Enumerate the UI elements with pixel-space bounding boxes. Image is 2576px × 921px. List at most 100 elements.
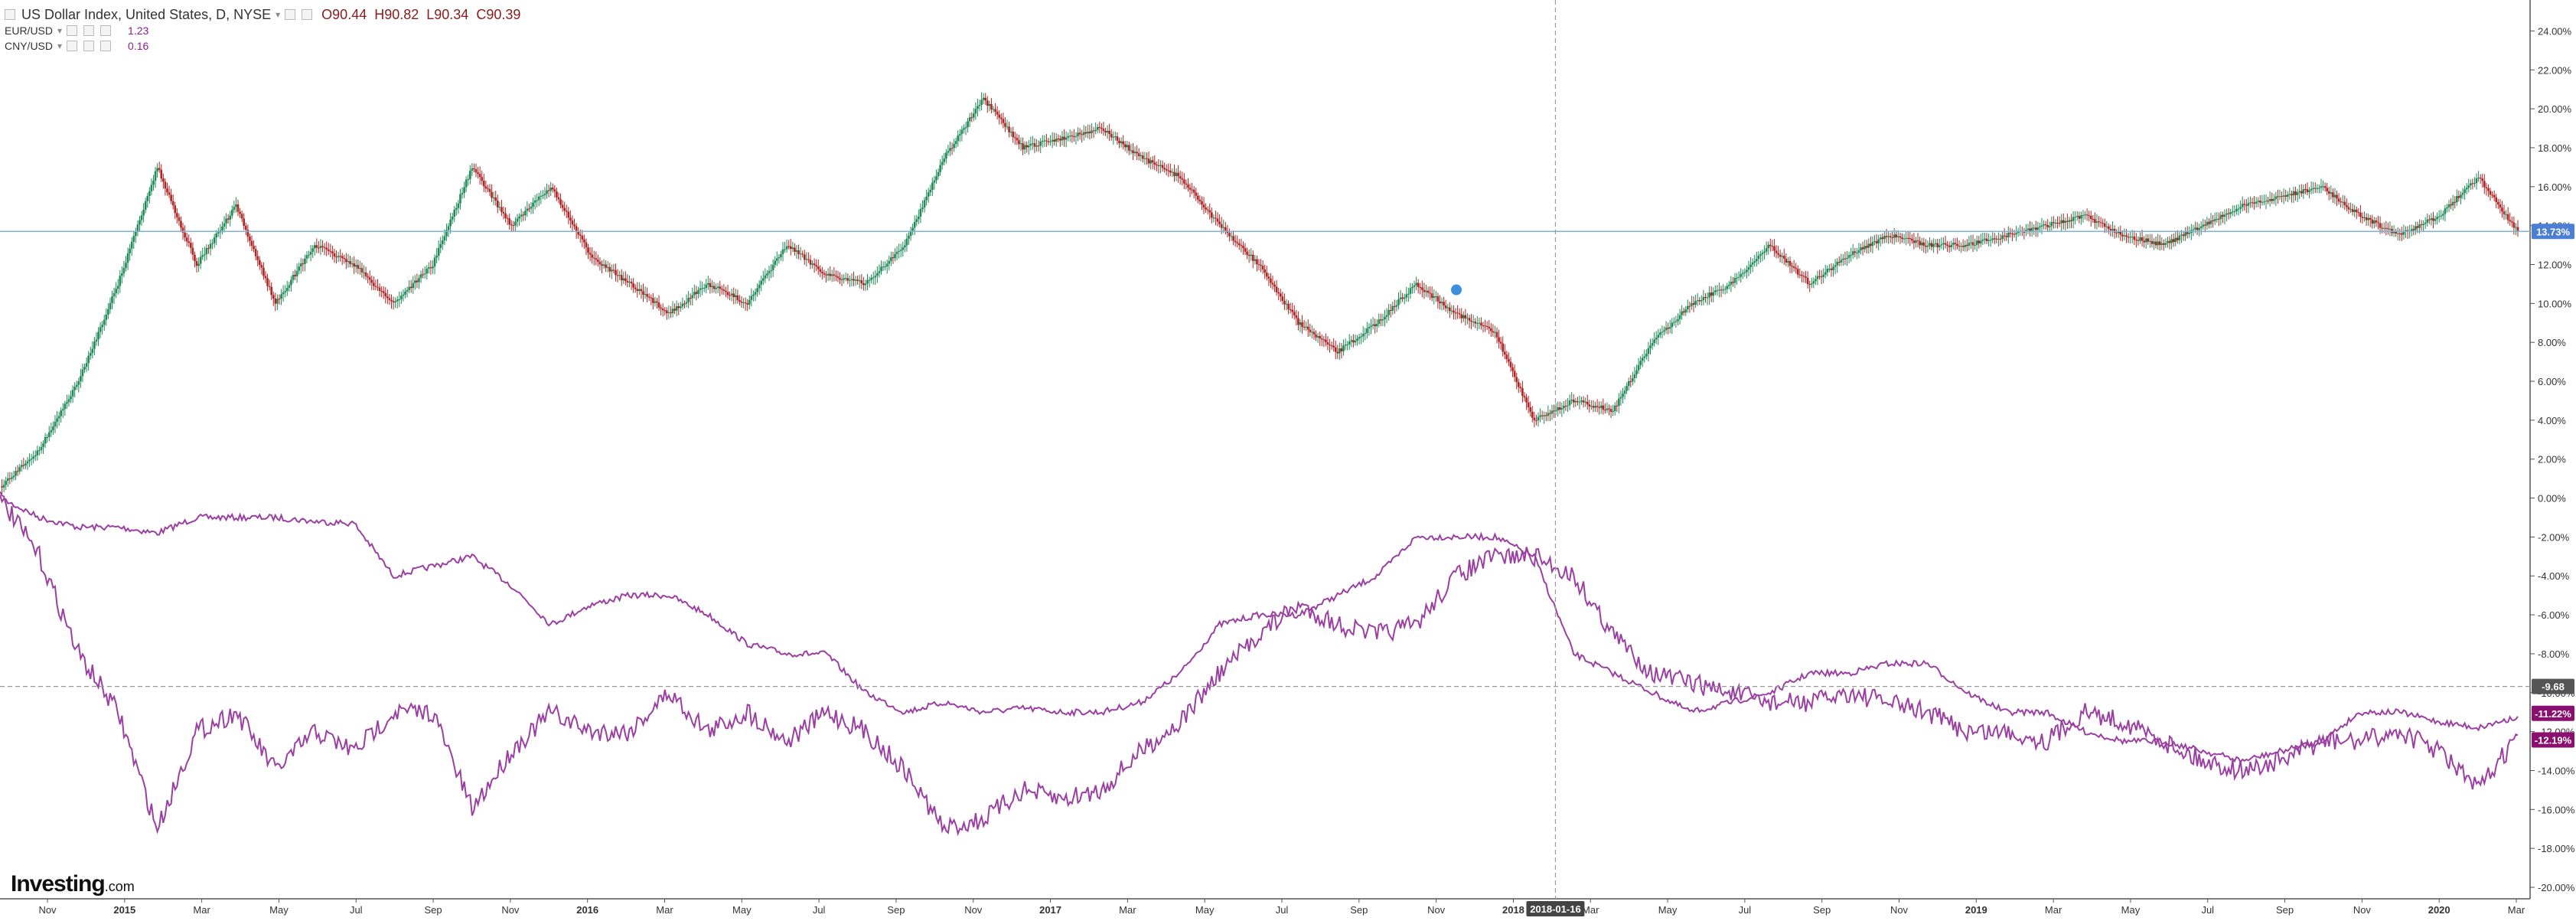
candle-body (264, 276, 267, 279)
candle-body (506, 217, 509, 219)
candle-body (1283, 300, 1286, 305)
candle-body (2401, 233, 2403, 235)
candle-body (1550, 410, 1554, 414)
candle-body (435, 256, 438, 258)
candle-body (2206, 221, 2209, 226)
x-tick-label: 2020 (2428, 904, 2450, 916)
candle-body (1411, 286, 1414, 289)
candle-body (380, 290, 383, 292)
candle-body (1084, 132, 1087, 134)
candle-body (2323, 186, 2327, 188)
candle-body (2027, 228, 2030, 230)
candle-body (1798, 274, 1802, 276)
candle-body (1352, 340, 1355, 343)
candle-body (135, 232, 137, 237)
candle-body (359, 268, 361, 269)
candle-body (2003, 235, 2006, 237)
candle-body (1645, 354, 1648, 357)
candle-body (563, 207, 566, 211)
remove-box-icon[interactable] (100, 25, 112, 36)
y-tick-label: 10.00% (2538, 298, 2572, 309)
candle-body (2249, 202, 2252, 204)
dropdown-arrow-icon[interactable]: ▾ (57, 41, 63, 51)
candle-body (1450, 310, 1453, 312)
candle-body (1751, 262, 1754, 265)
candle-body (2163, 243, 2165, 245)
eye-box-icon[interactable] (67, 41, 78, 51)
dropdown-arrow-icon[interactable]: ▾ (57, 25, 63, 36)
candle-body (1257, 264, 1260, 266)
candle-body (1519, 387, 1522, 389)
candle-body (1247, 254, 1251, 256)
candle-body (1950, 244, 1953, 247)
candle-body (42, 443, 44, 447)
x-tick-label: Jul (1276, 904, 1289, 916)
candle-body (1753, 261, 1756, 263)
ohlc-close: C90.39 (476, 7, 521, 22)
candle-body (331, 251, 334, 253)
candle-body (2440, 215, 2443, 217)
collapse-box-icon[interactable] (5, 9, 15, 20)
candle-body (501, 207, 503, 213)
candle-body (1153, 162, 1156, 165)
candle-body (1035, 145, 1038, 147)
candle-body (795, 250, 798, 252)
candle-body (884, 266, 886, 268)
candle-body (1312, 331, 1316, 335)
legend-value-eurusd: 1.23 (128, 24, 149, 37)
candle-body (2017, 231, 2020, 234)
candle-body (487, 188, 489, 190)
candle-body (701, 288, 703, 289)
series-line-cnyusd (0, 491, 2519, 837)
candle-body (1958, 246, 1961, 247)
candle-body (250, 240, 253, 247)
candle-body (453, 209, 456, 217)
candle-body (1820, 276, 1823, 278)
candle-body (217, 232, 220, 234)
legend-name-eurusd: EUR/USD (5, 24, 54, 37)
x-tick-label: Nov (501, 904, 520, 916)
investing-logo[interactable]: Investing.com (11, 871, 135, 897)
candle-body (817, 266, 820, 269)
candle-body (2332, 192, 2334, 198)
candle-body (722, 289, 726, 291)
candle-body (1291, 309, 1293, 312)
series-title: US Dollar Index, United States, D, NYSE (21, 7, 272, 22)
settings-box-icon[interactable] (83, 41, 95, 51)
candle-body (2168, 240, 2171, 243)
remove-box-icon[interactable] (302, 9, 313, 20)
candle-body (2314, 188, 2317, 189)
candle-body (778, 257, 781, 259)
settings-box-icon[interactable] (83, 25, 95, 36)
event-marker-icon[interactable] (1449, 283, 1463, 297)
candle-body (1234, 240, 1237, 243)
candle-body (1374, 324, 1376, 327)
candle-body (703, 288, 706, 289)
remove-box-icon[interactable] (100, 41, 112, 51)
candle-body (1847, 255, 1850, 258)
settings-box-icon[interactable] (285, 9, 296, 20)
candle-body (1564, 405, 1567, 407)
candle-body (428, 267, 430, 269)
candle-body (957, 135, 960, 142)
candle-body (2233, 211, 2236, 212)
candle-body (221, 226, 223, 230)
candle-body (892, 257, 895, 259)
candle-body (2029, 228, 2031, 231)
candle-body (1004, 122, 1006, 127)
candle-body (1726, 286, 1729, 289)
candle-body (2147, 238, 2150, 242)
eye-box-icon[interactable] (67, 25, 78, 36)
dropdown-arrow-icon[interactable]: ▾ (276, 9, 281, 20)
candle-body (1613, 405, 1616, 412)
candle-body (2044, 224, 2047, 226)
candle-body (209, 243, 212, 249)
candle-body (1419, 287, 1422, 289)
candle-body (2330, 192, 2333, 194)
candle-body (2194, 227, 2196, 230)
candle-body (1812, 281, 1815, 284)
candle-body (2316, 188, 2319, 189)
candle-body (1449, 307, 1451, 312)
